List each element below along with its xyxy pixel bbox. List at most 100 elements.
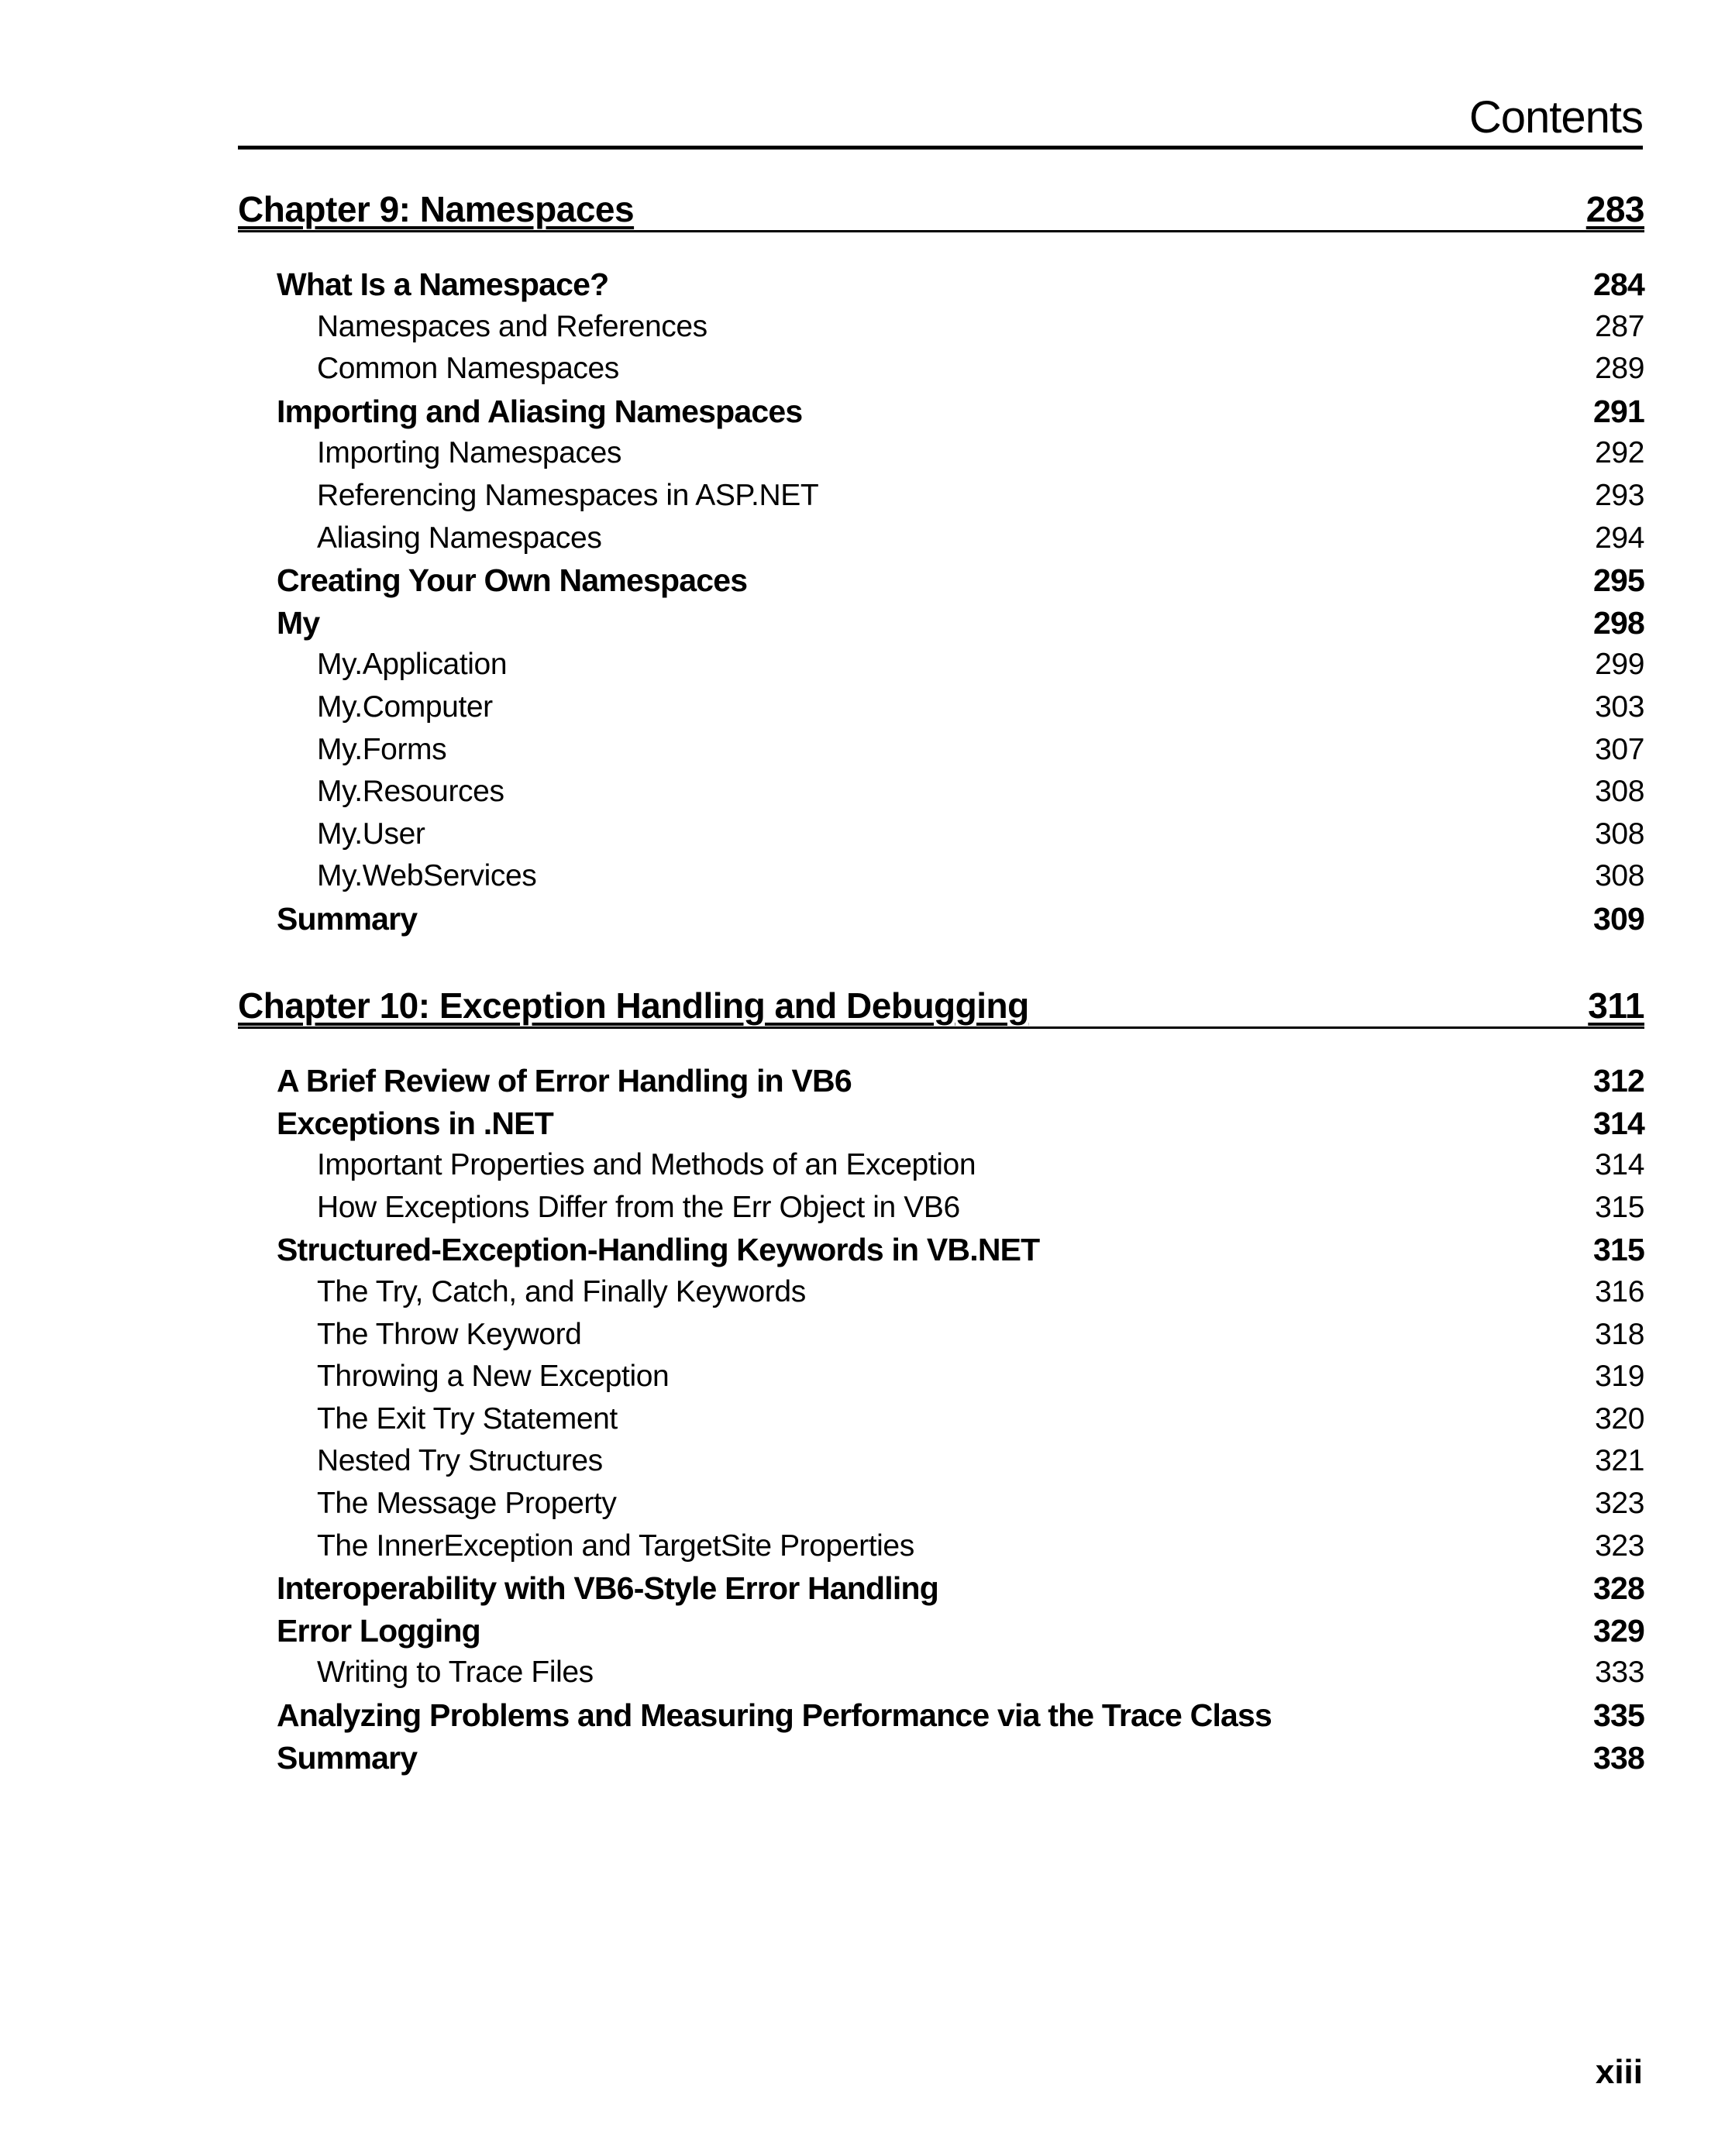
entry-page: 292 — [1595, 436, 1644, 470]
entry-page: 323 — [1595, 1528, 1644, 1563]
entry-title: Writing to Trace Files — [317, 1656, 594, 1690]
entry-title: Interoperability with VB6-Style Error Ha… — [277, 1570, 939, 1607]
entry-title: How Exceptions Differ from the Err Objec… — [317, 1190, 960, 1224]
subsection-entry[interactable]: Importing Namespaces 292 — [238, 432, 1644, 475]
section-entry[interactable]: Error Logging 329 — [238, 1610, 1645, 1652]
entry-title: My.Application — [317, 648, 508, 682]
section-entry[interactable]: Exceptions in .NET 314 — [238, 1102, 1645, 1145]
entry-title: The Throw Keyword — [317, 1317, 582, 1351]
entry-title: A Brief Review of Error Handling in VB6 — [277, 1063, 852, 1099]
entry-page: 295 — [1592, 562, 1645, 599]
section-entry[interactable]: Summary 338 — [238, 1737, 1645, 1779]
entry-title: Analyzing Problems and Measuring Perform… — [277, 1697, 1272, 1733]
subsection-entry[interactable]: Writing to Trace Files 333 — [238, 1652, 1644, 1694]
entry-page: 312 — [1592, 1063, 1645, 1099]
entry-page: 320 — [1595, 1401, 1644, 1436]
entry-page: 333 — [1595, 1656, 1644, 1690]
section-entry[interactable]: What Is a Namespace? 284 — [238, 263, 1645, 306]
entry-page: 338 — [1592, 1739, 1645, 1776]
toc-chapter-9: Chapter 9: Namespaces 283 What Is a Name… — [238, 188, 1645, 940]
entry-title: The Try, Catch, and Finally Keywords — [317, 1274, 806, 1308]
section-entry[interactable]: Creating Your Own Namespaces 295 — [238, 559, 1645, 602]
entry-page: 328 — [1592, 1570, 1645, 1607]
entry-title: My.Computer — [317, 689, 493, 724]
entry-title: Importing Namespaces — [317, 436, 622, 470]
entry-page: 318 — [1595, 1317, 1644, 1351]
entry-title: Important Properties and Methods of an E… — [317, 1148, 976, 1182]
entry-title: Common Namespaces — [317, 352, 619, 386]
subsection-entry[interactable]: Namespaces and References 287 — [238, 306, 1644, 349]
subsection-entry[interactable]: My.Resources 308 — [238, 771, 1644, 813]
entry-title: The InnerException and TargetSite Proper… — [317, 1528, 914, 1563]
section-entry[interactable]: A Brief Review of Error Handling in VB6 … — [238, 1060, 1645, 1102]
entry-title: My.WebServices — [317, 859, 537, 893]
entry-page: 307 — [1595, 732, 1644, 766]
subsection-entry[interactable]: My.WebServices 308 — [238, 855, 1644, 898]
subsection-entry[interactable]: My.Application 299 — [238, 644, 1644, 686]
page-number: xiii — [1595, 2053, 1643, 2091]
entry-title: Summary — [277, 1739, 418, 1776]
entry-title: Importing and Aliasing Namespaces — [277, 393, 803, 429]
chapter-title: Chapter 10: Exception Handling and Debug… — [238, 985, 1029, 1026]
subsection-entry[interactable]: The Throw Keyword 318 — [238, 1314, 1644, 1357]
entry-page: 321 — [1595, 1444, 1644, 1478]
entry-title: My.Forms — [317, 732, 447, 766]
entry-page: 298 — [1592, 604, 1645, 641]
subsection-entry[interactable]: My.Computer 303 — [238, 686, 1644, 729]
entry-page: 293 — [1595, 478, 1644, 512]
entry-page: 316 — [1595, 1274, 1644, 1308]
subsection-entry[interactable]: My.Forms 307 — [238, 729, 1644, 772]
entry-page: 314 — [1595, 1148, 1644, 1182]
subsection-entry[interactable]: Aliasing Namespaces 294 — [238, 518, 1644, 560]
entry-page: 287 — [1595, 309, 1644, 343]
section-entry[interactable]: Importing and Aliasing Namespaces 291 — [238, 390, 1645, 433]
chapter-page: 283 — [1585, 189, 1645, 229]
entry-title: Creating Your Own Namespaces — [277, 562, 748, 599]
section-entry[interactable]: Structured-Exception-Handling Keywords i… — [238, 1229, 1645, 1271]
entry-title: Namespaces and References — [317, 309, 708, 343]
entry-page: 308 — [1595, 817, 1644, 851]
entry-title: The Message Property — [317, 1486, 617, 1520]
subsection-entry[interactable]: Important Properties and Methods of an E… — [238, 1144, 1644, 1187]
section-entry[interactable]: Summary 309 — [238, 898, 1645, 940]
subsection-entry[interactable]: The Try, Catch, and Finally Keywords 316 — [238, 1271, 1644, 1314]
entry-title: Error Logging — [277, 1612, 481, 1649]
entry-title: Summary — [277, 900, 418, 937]
section-entry[interactable]: My 298 — [238, 602, 1645, 645]
entry-title: Referencing Namespaces in ASP.NET — [317, 478, 819, 512]
entry-title: Structured-Exception-Handling Keywords i… — [277, 1232, 1040, 1268]
entry-page: 299 — [1595, 648, 1644, 682]
entry-page: 315 — [1595, 1190, 1644, 1224]
section-entry[interactable]: Interoperability with VB6-Style Error Ha… — [238, 1567, 1645, 1610]
chapter-heading[interactable]: Chapter 9: Namespaces 283 — [238, 188, 1645, 232]
subsection-entry[interactable]: Throwing a New Exception 319 — [238, 1356, 1644, 1398]
entry-title: My.Resources — [317, 775, 504, 809]
entry-page: 323 — [1595, 1486, 1644, 1520]
entry-page: 308 — [1595, 775, 1644, 809]
subsection-entry[interactable]: How Exceptions Differ from the Err Objec… — [238, 1187, 1644, 1229]
entry-page: 303 — [1595, 689, 1644, 724]
entry-page: 314 — [1592, 1105, 1645, 1141]
entry-page: 329 — [1592, 1612, 1645, 1649]
entry-title: Throwing a New Exception — [317, 1360, 670, 1394]
subsection-entry[interactable]: Common Namespaces 289 — [238, 348, 1644, 390]
subsection-entry[interactable]: Nested Try Structures 321 — [238, 1440, 1644, 1483]
entry-page: 294 — [1595, 521, 1644, 555]
entry-page: 284 — [1592, 266, 1645, 302]
entry-page: 309 — [1592, 900, 1645, 937]
chapter-page: 311 — [1588, 985, 1644, 1026]
entry-title: My — [277, 604, 320, 641]
subsection-entry[interactable]: The InnerException and TargetSite Proper… — [238, 1525, 1644, 1568]
entry-page: 315 — [1592, 1232, 1645, 1268]
subsection-entry[interactable]: My.User 308 — [238, 813, 1644, 856]
entry-title: Exceptions in .NET — [277, 1105, 554, 1141]
subsection-entry[interactable]: The Message Property 323 — [238, 1483, 1644, 1525]
subsection-entry[interactable]: The Exit Try Statement 320 — [238, 1398, 1644, 1441]
subsection-entry[interactable]: Referencing Namespaces in ASP.NET 293 — [238, 475, 1644, 518]
chapter-heading[interactable]: Chapter 10: Exception Handling and Debug… — [238, 985, 1644, 1029]
header-title: Contents — [1468, 92, 1644, 143]
entry-title: Aliasing Namespaces — [317, 521, 602, 555]
section-entry[interactable]: Analyzing Problems and Measuring Perform… — [238, 1694, 1645, 1737]
entry-title: The Exit Try Statement — [317, 1401, 618, 1436]
chapter-title: Chapter 9: Namespaces — [238, 189, 635, 229]
